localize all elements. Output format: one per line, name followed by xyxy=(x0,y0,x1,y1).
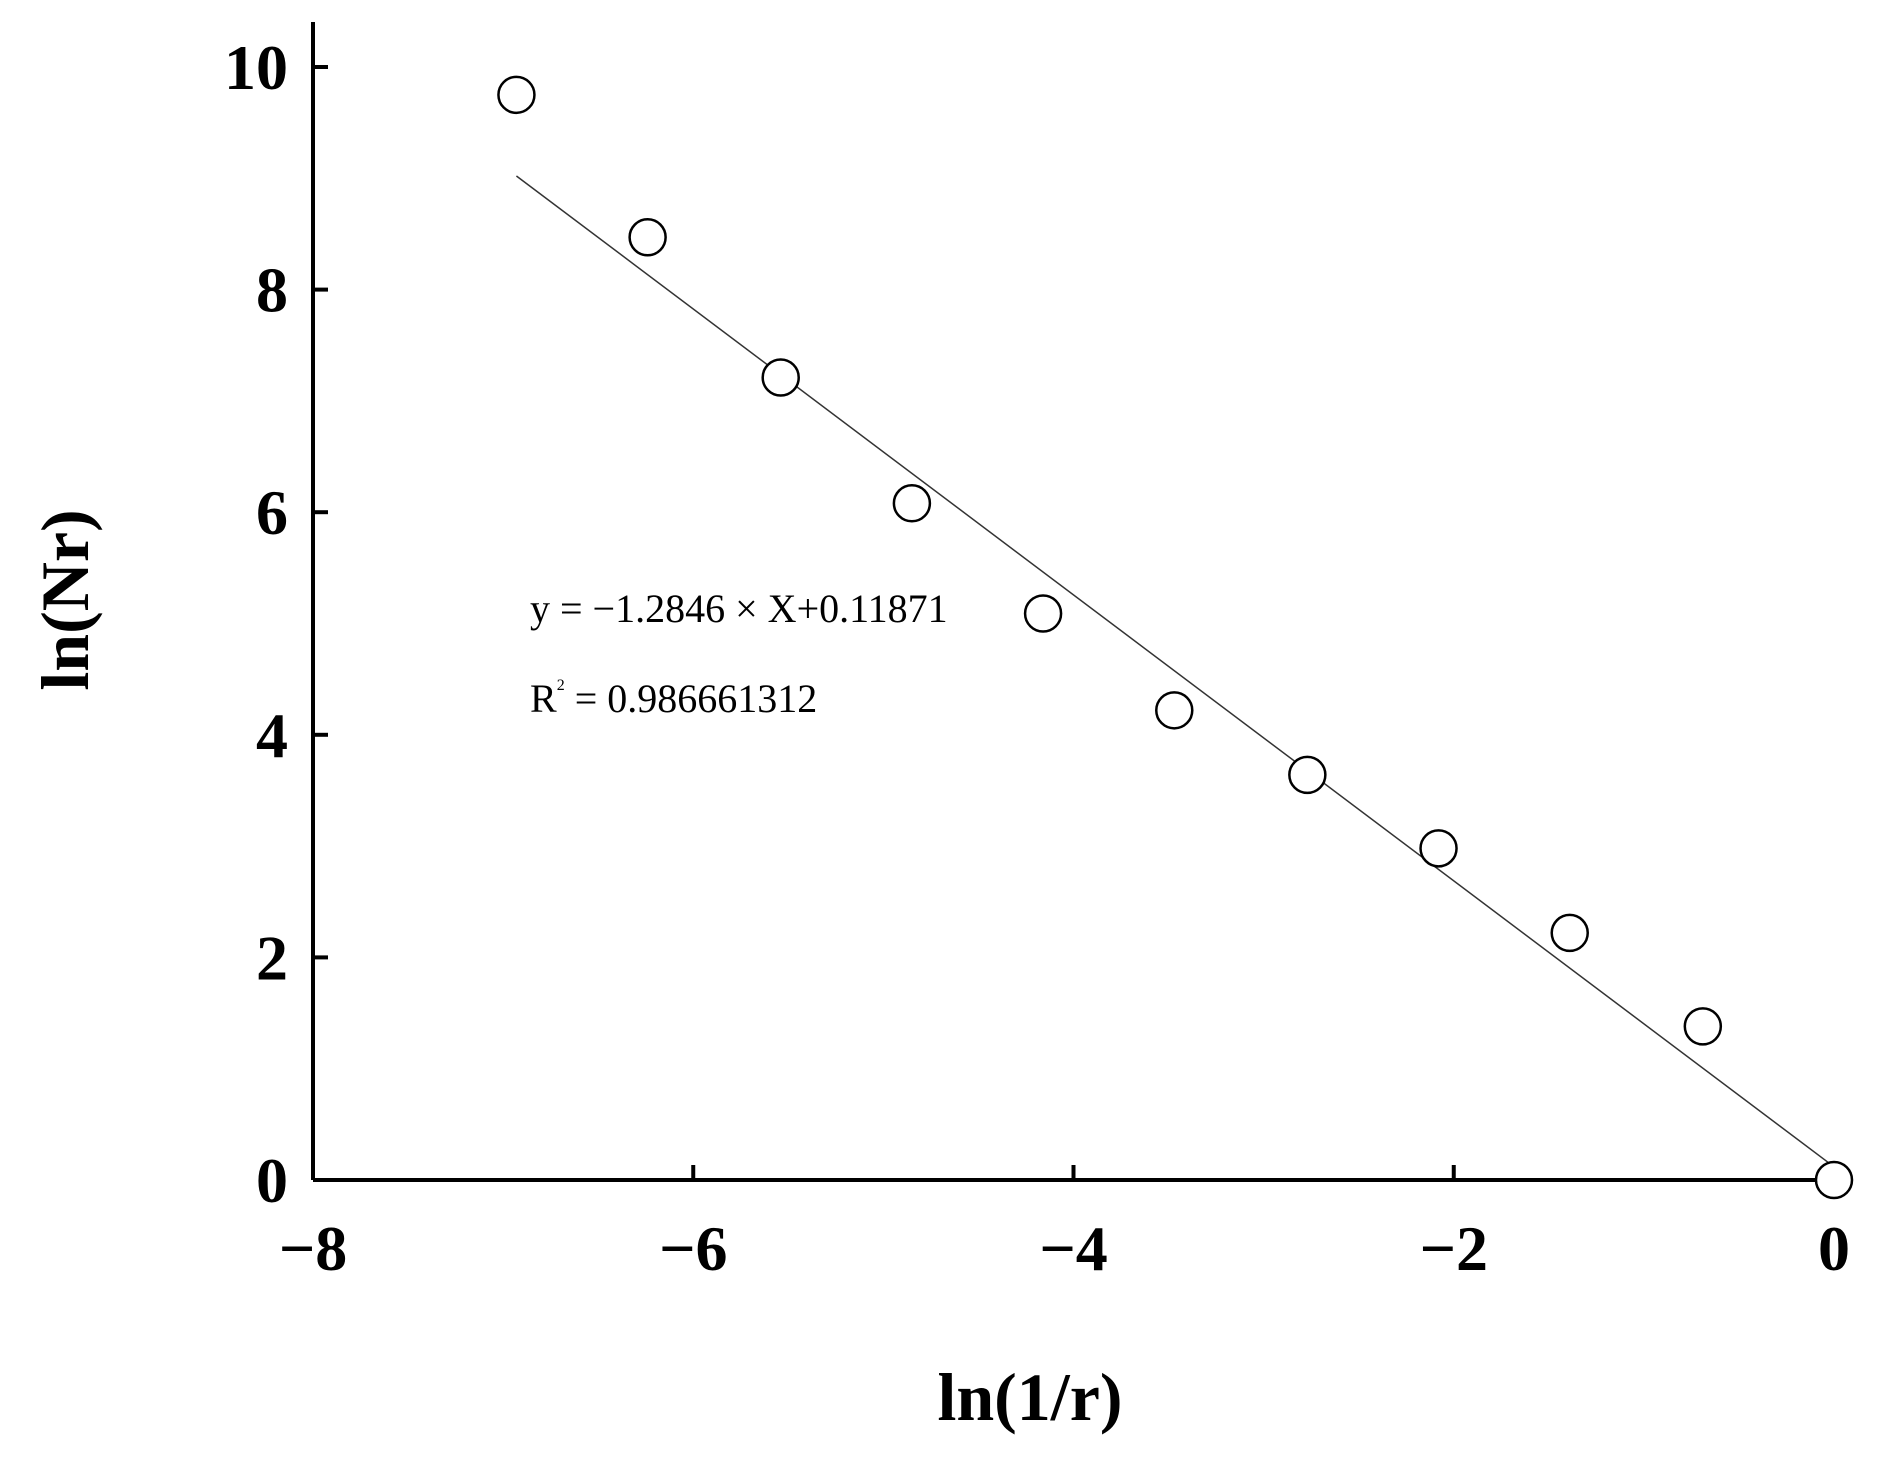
x-tick-label: −2 xyxy=(1420,1213,1488,1284)
data-point xyxy=(1288,755,1327,795)
y-tick-label: 2 xyxy=(256,922,288,993)
x-tick-label: −8 xyxy=(279,1213,347,1284)
regression-line xyxy=(515,175,1835,1168)
ticks: −8 −6 −4 −2 0 0 2 4 6 8 10 xyxy=(224,32,1850,1284)
data-point xyxy=(1683,1007,1723,1046)
x-axis-title: ln(1/r) xyxy=(937,1359,1122,1435)
data-point xyxy=(892,484,932,523)
data-point xyxy=(1023,594,1063,633)
y-axis-title: ln(Nr) xyxy=(27,509,103,690)
data-point xyxy=(628,218,667,257)
y-tick-label: 8 xyxy=(256,255,288,326)
r-squared-value: = 0.986661312 xyxy=(565,676,818,721)
data-point xyxy=(497,75,536,115)
y-tick-label: 4 xyxy=(256,700,288,771)
y-tick-label: 6 xyxy=(256,477,288,548)
data-point xyxy=(1550,913,1589,953)
y-tick-label: 10 xyxy=(224,32,288,103)
data-point xyxy=(1419,829,1458,868)
data-points xyxy=(497,75,1854,1200)
regression-equation: y = −1.2846 × X+0.11871 xyxy=(530,586,948,631)
r-squared-superscript: 2 xyxy=(557,677,565,694)
x-tick-label: 0 xyxy=(1818,1213,1850,1284)
x-tick-label: −4 xyxy=(1039,1213,1107,1284)
data-point xyxy=(1155,691,1194,730)
data-point xyxy=(1814,1160,1854,1200)
data-point xyxy=(761,358,800,397)
y-tick-label: 0 xyxy=(256,1145,288,1216)
x-tick-label: −6 xyxy=(659,1213,727,1284)
r-squared-annotation: R2 = 0.986661312 xyxy=(530,676,817,721)
r-squared-prefix: R xyxy=(530,676,557,721)
